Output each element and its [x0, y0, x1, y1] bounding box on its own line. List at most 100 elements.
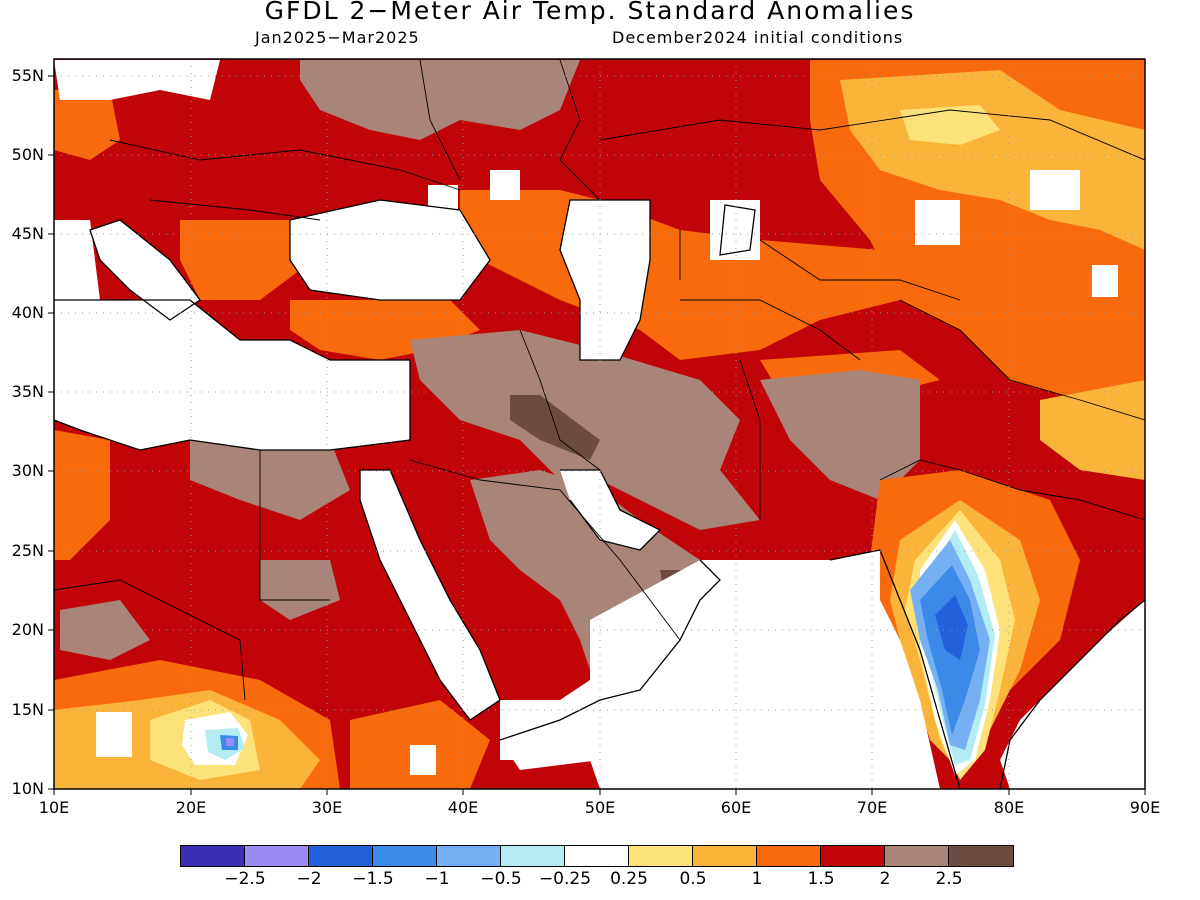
colorbar-label: 2 — [879, 869, 891, 889]
coast-black-sea — [289, 199, 491, 301]
initial-conditions: December2024 initial conditions — [612, 28, 904, 47]
coast-mediterranean — [54, 299, 411, 451]
colorbar-label: 0.25 — [610, 869, 648, 889]
colorbar-swatch — [501, 846, 565, 866]
lat-label: 55N — [11, 66, 44, 85]
field-yellow-centralasia — [900, 105, 1000, 145]
colorbar-label: −1 — [424, 869, 450, 889]
axis-ticks — [48, 75, 1146, 795]
colorbar-swatch — [565, 846, 629, 866]
lat-label: 10N — [11, 779, 44, 798]
mask-mongolia — [1050, 170, 1078, 192]
border-india-north — [879, 459, 1145, 521]
field-orange-north-africa — [54, 430, 110, 560]
mask-ukraine — [428, 185, 458, 215]
lat-label: 40N — [11, 303, 44, 322]
field-brown-russia — [300, 60, 580, 140]
colorbar-swatch — [757, 846, 821, 866]
lon-label: 90E — [1129, 798, 1161, 817]
lon-label: 60E — [720, 798, 752, 817]
colorbar-swatch — [437, 846, 501, 866]
lon-label: 80E — [993, 798, 1025, 817]
colorbar-label: 1 — [751, 869, 763, 889]
colorbar-label: 1.5 — [807, 869, 835, 889]
field-brown-sudan — [260, 560, 340, 620]
colorbar-swatch — [373, 846, 437, 866]
border-china — [899, 299, 1145, 421]
lat-label: 15N — [11, 700, 44, 719]
colorbar-label: −0.25 — [538, 869, 592, 889]
mask-kazakh-north — [490, 170, 520, 200]
lon-label: 30E — [311, 798, 343, 817]
colorbar-label: 2.5 — [935, 869, 963, 889]
gridlines — [54, 59, 1145, 789]
coast-india — [829, 549, 1145, 789]
lat-label: 50N — [11, 145, 44, 164]
lat-label: 20N — [11, 620, 44, 639]
ocean-mediterranean — [54, 300, 410, 450]
border-kazakh — [599, 109, 1145, 161]
ocean-persian-gulf — [560, 470, 660, 550]
colorbar-swatch — [309, 846, 373, 866]
lon-label: 40E — [447, 798, 479, 817]
mask-balkhash — [915, 200, 960, 245]
mask-italy — [90, 220, 200, 320]
colorbar-swatch — [693, 846, 757, 866]
colorbar-swatch — [629, 846, 693, 866]
mask-western-europe — [54, 220, 100, 300]
colorbar-swatch — [885, 846, 949, 866]
field-darkbrown-iraq — [510, 395, 600, 460]
coast-red-sea — [359, 469, 501, 721]
mask-aral — [710, 200, 760, 260]
colorbar-label: 0.5 — [679, 869, 707, 889]
mask-sudan-lake — [410, 745, 436, 775]
forecast-period: Jan2025−Mar2025 — [255, 28, 420, 47]
field-purple-chad — [226, 738, 234, 746]
borders — [54, 59, 1145, 701]
lon-label: 50E — [584, 798, 616, 817]
field-orange-balkans — [180, 220, 300, 300]
ocean-arabian-sea — [500, 550, 940, 789]
border-central-asia — [679, 230, 961, 301]
border-egypt-libya — [259, 450, 330, 601]
lon-label: 70E — [856, 798, 888, 817]
colorbar-label: −0.5 — [480, 869, 522, 889]
border-sahel — [54, 579, 121, 591]
border-afghan — [680, 299, 861, 361]
mask-lake-issyk — [1092, 265, 1118, 297]
border-europe — [109, 59, 461, 221]
colorbar-label: −1.5 — [352, 869, 394, 889]
border-iran-iraq — [519, 329, 601, 471]
colorbar-swatch — [181, 846, 245, 866]
border-russia — [559, 59, 601, 201]
mask-northern-europe — [54, 60, 220, 100]
field-lightorange-tibet — [1040, 380, 1145, 480]
border-iran-pak — [739, 359, 761, 520]
field-brown-egypt — [190, 440, 350, 520]
ocean-red-sea — [360, 470, 500, 720]
ocean-black-sea — [290, 200, 490, 300]
ocean-gulf-of-aden — [500, 720, 600, 770]
field-brown-pakistan — [760, 370, 920, 500]
field-orange-iran — [660, 280, 790, 350]
coast-caspian — [559, 199, 651, 361]
coast-arabia-south — [499, 559, 721, 741]
lat-label: 35N — [11, 382, 44, 401]
field-orange-ethiopia — [350, 700, 490, 789]
mask-chad-west — [96, 712, 132, 757]
lon-label: 10E — [38, 798, 70, 817]
colorbar-swatch — [821, 846, 885, 866]
colorbar-swatch — [245, 846, 309, 866]
field-darkblue-india — [935, 595, 968, 660]
lon-label: 20E — [175, 798, 207, 817]
map-title: GFDL 2−Meter Air Temp. Standard Anomalie… — [264, 0, 916, 25]
colorbar — [180, 845, 1014, 867]
colorbar-label: −2.5 — [224, 869, 266, 889]
lat-label: 45N — [11, 224, 44, 243]
coast-italy — [89, 219, 201, 321]
colorbar-label: −2 — [296, 869, 322, 889]
colorbar-swatch — [949, 846, 1013, 866]
coast-aral — [719, 204, 756, 256]
border-saudi — [409, 459, 681, 641]
